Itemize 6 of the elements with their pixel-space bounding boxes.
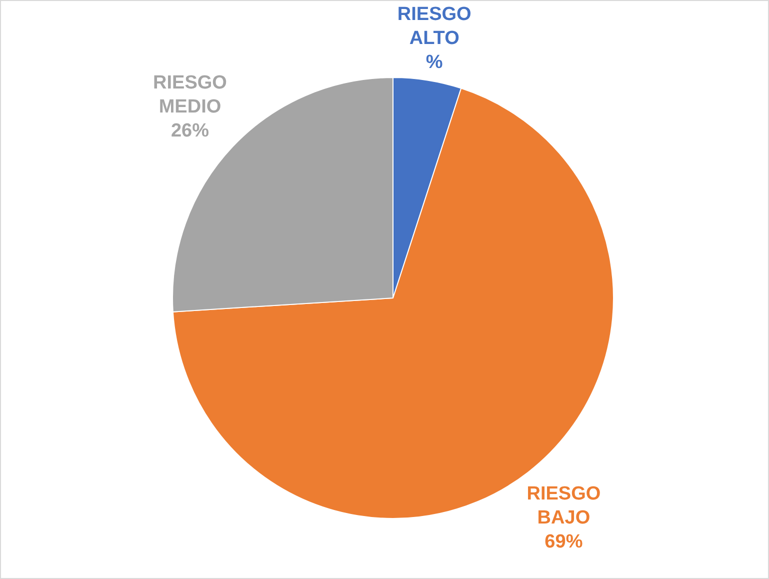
- data-label: %: [426, 52, 443, 74]
- slice-label: RIESGO MEDIO: [153, 72, 227, 118]
- slice-label: RIESGO BAJO: [526, 483, 601, 528]
- data-label: 26%: [170, 120, 210, 142]
- slice-label: RIESGO ALTO: [397, 4, 472, 50]
- data-label: 69%: [544, 531, 583, 552]
